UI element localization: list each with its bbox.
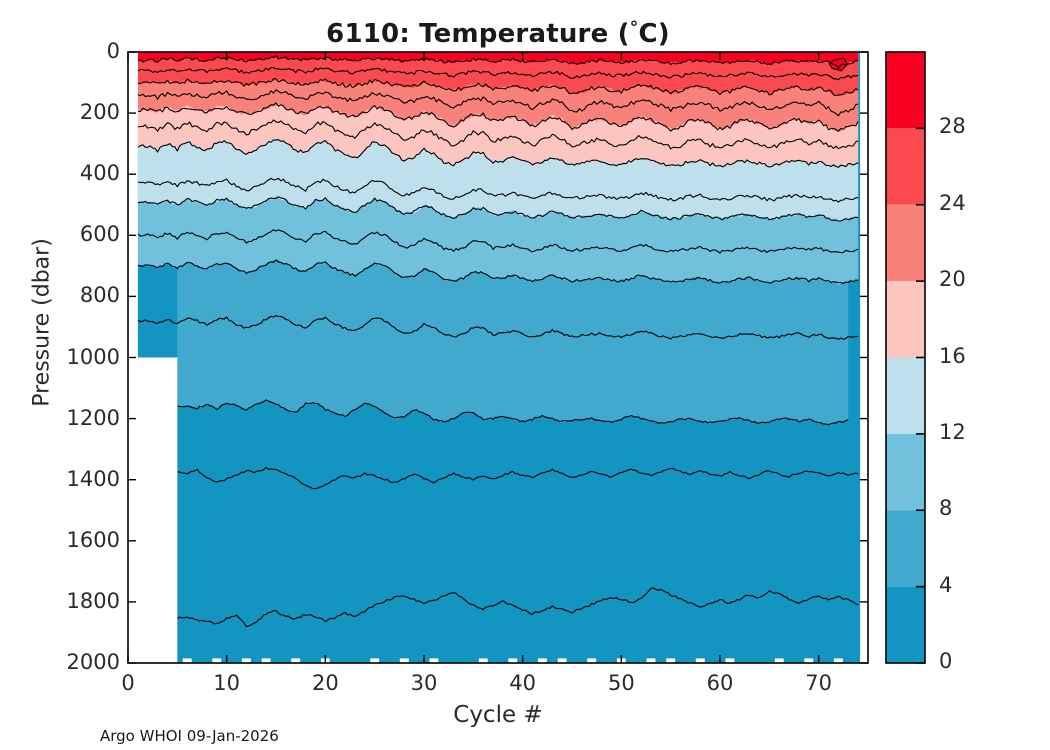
colorbar[interactable]: [885, 51, 926, 664]
figure-footer: Argo WHOI 09-Jan-2026: [100, 727, 279, 745]
y-tick-value: 200: [79, 100, 120, 125]
colorbar-tick-value: 12: [939, 419, 966, 444]
colorbar-tick-value: 16: [939, 343, 966, 368]
colorbar-tick-value: 24: [939, 190, 966, 215]
title-suffix: C): [638, 19, 670, 49]
x-axis-label: Cycle #: [453, 702, 543, 728]
y-tick-value: 2000: [66, 650, 120, 674]
y-tick-value: 600: [79, 222, 120, 247]
x-tick-value: 50: [607, 671, 635, 695]
title-prefix: 6110: Temperature (: [326, 19, 630, 49]
x-tick-value: 30: [410, 671, 438, 695]
x-tick-value: 70: [805, 671, 833, 695]
degree-symbol: °: [629, 18, 639, 38]
colorbar-tick-value: 28: [939, 114, 966, 139]
page-title: 6110: Temperature (°C): [0, 18, 996, 49]
y-tick-value: 800: [79, 283, 120, 308]
colorbar-tick-value: 0: [939, 649, 953, 673]
y-tick-value: 1200: [66, 405, 120, 430]
colorbar-tick-value: 4: [939, 572, 953, 597]
colorbar-tick-value: 20: [939, 267, 966, 292]
y-tick-value: 1400: [66, 466, 120, 491]
x-tick-value: 20: [311, 671, 339, 695]
y-tick-value: 0: [106, 39, 120, 63]
x-tick-value: 60: [706, 671, 734, 695]
contour-line-layer: [137, 55, 859, 628]
axis-ticks: [127, 51, 868, 664]
x-tick-value: 40: [509, 671, 537, 695]
colorbar-tick-value: 8: [939, 496, 953, 521]
x-tick-value: 10: [213, 671, 241, 695]
y-tick-value: 1600: [66, 527, 120, 552]
y-tick-value: 1000: [66, 344, 120, 369]
y-tick-value: 400: [79, 161, 120, 186]
x-tick-value: 0: [121, 671, 135, 695]
y-tick-value: 1800: [66, 588, 120, 613]
